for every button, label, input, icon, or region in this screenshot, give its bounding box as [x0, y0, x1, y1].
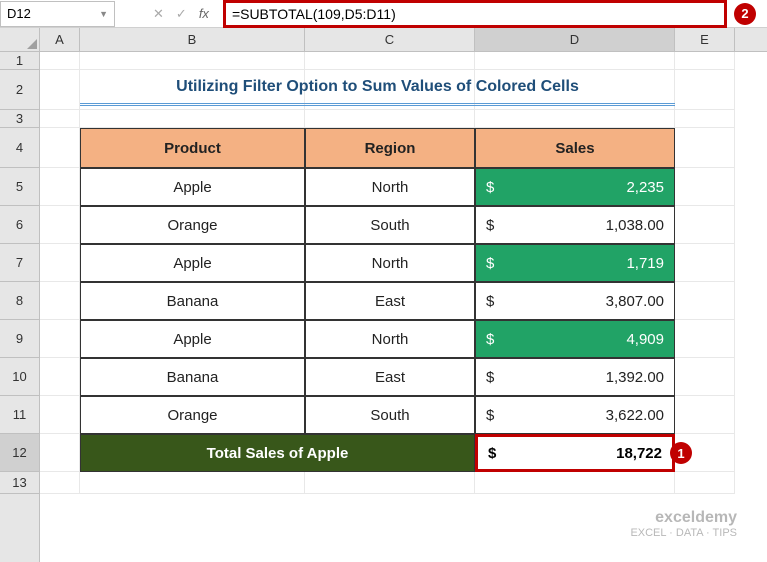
- sales-value: 3,622.00: [606, 407, 664, 424]
- formula-input[interactable]: =SUBTOTAL(109,D5:D11) 2: [223, 0, 727, 28]
- row-header-5[interactable]: 5: [0, 168, 39, 206]
- cell-sales[interactable]: $1,038.00: [475, 206, 675, 244]
- cell-sales[interactable]: $2,235: [475, 168, 675, 206]
- table-header-region: Region: [305, 128, 475, 168]
- cell-sales[interactable]: $1,392.00: [475, 358, 675, 396]
- row-header-4[interactable]: 4: [0, 128, 39, 168]
- cell-product[interactable]: Banana: [80, 282, 305, 320]
- column-header-E[interactable]: E: [675, 28, 735, 51]
- currency-symbol: $: [488, 445, 496, 462]
- cell-product[interactable]: Orange: [80, 206, 305, 244]
- row-header-3[interactable]: 3: [0, 110, 39, 128]
- watermark-brand: exceldemy: [630, 508, 737, 527]
- selected-cell-total[interactable]: $18,7221: [475, 434, 675, 472]
- cell-region[interactable]: North: [305, 320, 475, 358]
- sales-value: 4,909: [626, 331, 664, 348]
- sales-value: 1,392.00: [606, 369, 664, 386]
- sales-value: 1,038.00: [606, 217, 664, 234]
- row-header-12[interactable]: 12: [0, 434, 39, 472]
- cell-product[interactable]: Apple: [80, 168, 305, 206]
- row-header-13[interactable]: 13: [0, 472, 39, 494]
- cell-region[interactable]: East: [305, 358, 475, 396]
- currency-symbol: $: [486, 407, 494, 424]
- row-header-2[interactable]: 2: [0, 70, 39, 110]
- currency-symbol: $: [486, 217, 494, 234]
- cell-sales[interactable]: $3,622.00: [475, 396, 675, 434]
- select-all-corner[interactable]: [0, 28, 39, 52]
- table-header-sales: Sales: [475, 128, 675, 168]
- cell-reference: D12: [7, 6, 31, 21]
- cell-region[interactable]: East: [305, 282, 475, 320]
- cell-region[interactable]: North: [305, 168, 475, 206]
- column-header-D[interactable]: D: [475, 28, 675, 51]
- row-header-10[interactable]: 10: [0, 358, 39, 396]
- row-header-7[interactable]: 7: [0, 244, 39, 282]
- name-box[interactable]: D12 ▼: [0, 1, 115, 27]
- cell-sales[interactable]: $4,909: [475, 320, 675, 358]
- formula-bar: D12 ▼ ✕ ✓ fx =SUBTOTAL(109,D5:D11) 2: [0, 0, 767, 28]
- callout-badge-1: 1: [670, 442, 692, 464]
- sales-value: 2,235: [626, 179, 664, 196]
- currency-symbol: $: [486, 255, 494, 272]
- cell-region[interactable]: South: [305, 206, 475, 244]
- cell-sales[interactable]: $1,719: [475, 244, 675, 282]
- cell-product[interactable]: Banana: [80, 358, 305, 396]
- row-header-1[interactable]: 1: [0, 52, 39, 70]
- enter-icon[interactable]: ✓: [176, 6, 187, 22]
- formula-text: =SUBTOTAL(109,D5:D11): [232, 6, 396, 22]
- fx-icon[interactable]: fx: [199, 6, 209, 21]
- row-header-6[interactable]: 6: [0, 206, 39, 244]
- cell-product[interactable]: Orange: [80, 396, 305, 434]
- watermark: exceldemy EXCEL · DATA · TIPS: [630, 508, 737, 540]
- watermark-tagline: EXCEL · DATA · TIPS: [630, 527, 737, 540]
- sheet-title: Utilizing Filter Option to Sum Values of…: [80, 70, 675, 106]
- total-value: 18,722: [616, 445, 662, 462]
- cancel-icon[interactable]: ✕: [153, 6, 164, 22]
- column-header-A[interactable]: A: [40, 28, 80, 51]
- row-header-9[interactable]: 9: [0, 320, 39, 358]
- currency-symbol: $: [486, 331, 494, 348]
- currency-symbol: $: [486, 179, 494, 196]
- grid: ABCDE Utilizing Filter Option to Sum Val…: [40, 28, 767, 562]
- column-header-B[interactable]: B: [80, 28, 305, 51]
- cell-sales[interactable]: $3,807.00: [475, 282, 675, 320]
- row-header-11[interactable]: 11: [0, 396, 39, 434]
- total-label: Total Sales of Apple: [80, 434, 475, 472]
- currency-symbol: $: [486, 293, 494, 310]
- sales-value: 1,719: [626, 255, 664, 272]
- row-header-8[interactable]: 8: [0, 282, 39, 320]
- row-headers-column: 12345678910111213: [0, 28, 40, 562]
- column-headers-row: ABCDE: [40, 28, 767, 52]
- sales-value: 3,807.00: [606, 293, 664, 310]
- cell-region[interactable]: South: [305, 396, 475, 434]
- callout-badge-2: 2: [734, 3, 756, 25]
- formula-bar-controls: ✕ ✓ fx: [145, 6, 221, 22]
- cell-product[interactable]: Apple: [80, 244, 305, 282]
- spreadsheet: 12345678910111213 ABCDE Utilizing Filter…: [0, 28, 767, 562]
- name-box-dropdown-icon[interactable]: ▼: [99, 9, 108, 19]
- cell-product[interactable]: Apple: [80, 320, 305, 358]
- currency-symbol: $: [486, 369, 494, 386]
- table-header-product: Product: [80, 128, 305, 168]
- column-header-C[interactable]: C: [305, 28, 475, 51]
- cell-region[interactable]: North: [305, 244, 475, 282]
